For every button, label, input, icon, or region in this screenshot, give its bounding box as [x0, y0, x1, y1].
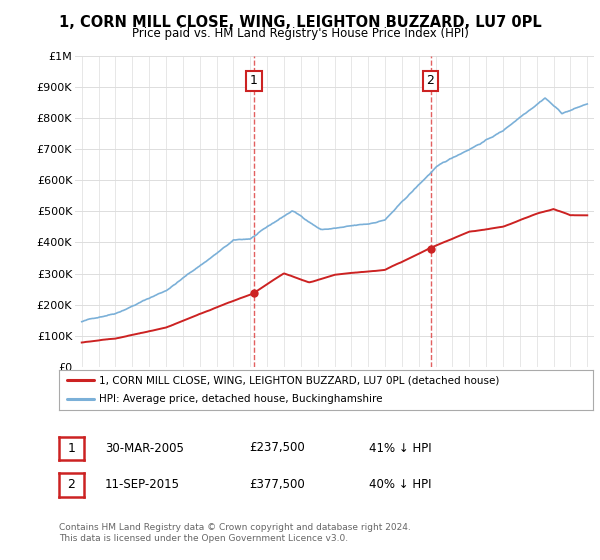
Text: 2: 2	[427, 74, 434, 87]
Text: 40% ↓ HPI: 40% ↓ HPI	[369, 478, 431, 491]
Text: 30-MAR-2005: 30-MAR-2005	[105, 441, 184, 455]
Text: 2: 2	[67, 478, 76, 492]
Text: This data is licensed under the Open Government Licence v3.0.: This data is licensed under the Open Gov…	[59, 534, 348, 543]
Text: Price paid vs. HM Land Registry's House Price Index (HPI): Price paid vs. HM Land Registry's House …	[131, 27, 469, 40]
Text: 41% ↓ HPI: 41% ↓ HPI	[369, 441, 431, 455]
Text: 1, CORN MILL CLOSE, WING, LEIGHTON BUZZARD, LU7 0PL: 1, CORN MILL CLOSE, WING, LEIGHTON BUZZA…	[59, 15, 541, 30]
Text: 1, CORN MILL CLOSE, WING, LEIGHTON BUZZARD, LU7 0PL (detached house): 1, CORN MILL CLOSE, WING, LEIGHTON BUZZA…	[99, 375, 499, 385]
Text: £377,500: £377,500	[249, 478, 305, 491]
Text: £237,500: £237,500	[249, 441, 305, 455]
Text: 1: 1	[67, 442, 76, 455]
Text: HPI: Average price, detached house, Buckinghamshire: HPI: Average price, detached house, Buck…	[99, 394, 382, 404]
Text: 11-SEP-2015: 11-SEP-2015	[105, 478, 180, 491]
Text: Contains HM Land Registry data © Crown copyright and database right 2024.: Contains HM Land Registry data © Crown c…	[59, 523, 410, 532]
Text: 1: 1	[250, 74, 258, 87]
